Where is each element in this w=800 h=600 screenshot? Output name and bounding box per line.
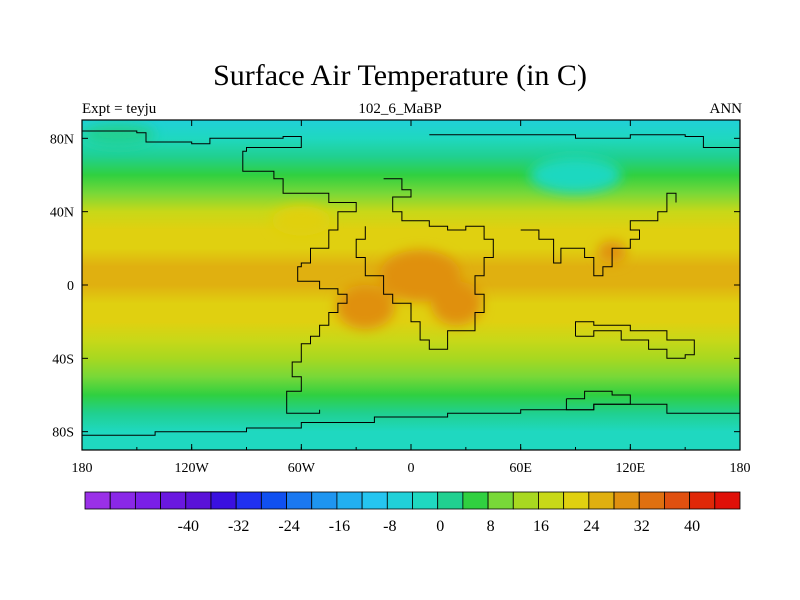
temperature-anomalies [82, 123, 627, 329]
colorbar-swatch [361, 491, 388, 510]
coastline [429, 134, 740, 153]
y-tick-label: 80N [50, 132, 74, 147]
colorbar-label: 16 [533, 518, 549, 535]
colorbar-swatch [160, 491, 187, 510]
coastline [355, 178, 494, 350]
y-tick-label: 40N [50, 206, 74, 221]
coastline [575, 321, 695, 359]
colorbar-swatch [412, 491, 439, 510]
latitude-axis: 80N 40N 0 40S 80S [50, 132, 740, 441]
colorbar-label: -8 [383, 518, 396, 535]
colorbar-swatch [588, 491, 615, 510]
coastline [82, 403, 740, 436]
colorbar-swatch [260, 491, 287, 510]
colorbar-label: 24 [583, 518, 599, 535]
colorbar-swatch [462, 491, 489, 510]
coastline [565, 390, 631, 411]
colorbar-label: -16 [329, 518, 350, 535]
longitude-axis: 180 120W 60W 0 60E 120E 180 [72, 120, 751, 476]
x-tick-label: 0 [408, 461, 415, 476]
colorbar-swatch [512, 491, 539, 510]
colorbar: -40 -32 -24 -16 -8 0 8 16 24 32 40 [84, 491, 741, 535]
temperature-hotspot [431, 281, 483, 326]
temperature-hotspot [82, 123, 156, 146]
temperature-hotspot [529, 156, 622, 194]
y-tick-label: 40S [52, 352, 74, 367]
run-label: 102_6_MaBP [358, 101, 442, 117]
colorbar-label: 32 [634, 518, 650, 535]
colorbar-swatch [487, 491, 514, 510]
y-tick-label: 0 [67, 279, 74, 294]
x-tick-label: 120E [616, 461, 646, 476]
colorbar-label: 40 [684, 518, 700, 535]
x-tick-label: 180 [72, 461, 93, 476]
colorbar-swatch [714, 491, 741, 510]
colorbar-swatch [235, 491, 262, 510]
temperature-hotspot [272, 206, 331, 236]
colorbar-label: -40 [178, 518, 199, 535]
colorbar-label: 0 [436, 518, 444, 535]
colorbar-swatch [437, 491, 464, 510]
colorbar-swatch [84, 491, 111, 510]
colorbar-swatch [538, 491, 565, 510]
colorbar-swatch [613, 491, 640, 510]
colorbar-swatch [664, 491, 691, 510]
coastlines [82, 130, 740, 436]
colorbar-swatch [689, 491, 716, 510]
colorbar-label: -32 [228, 518, 249, 535]
temperature-hotspot [336, 285, 395, 329]
x-tick-label: 120W [175, 461, 210, 476]
colorbar-swatch [185, 491, 212, 510]
colorbar-swatch [286, 491, 313, 510]
colorbar-swatch [563, 491, 590, 510]
colorbar-label: 8 [487, 518, 495, 535]
x-tick-label: 180 [730, 461, 751, 476]
colorbar-swatch [134, 491, 161, 510]
season-label: ANN [709, 101, 743, 117]
colorbar-label: -24 [278, 518, 299, 535]
temperature-field [82, 120, 740, 450]
experiment-label: Expt = teyju [82, 101, 157, 117]
colorbar-swatch [210, 491, 237, 510]
page-title: Surface Air Temperature (in C) [213, 59, 587, 92]
coastline [520, 192, 677, 277]
colorbar-swatch [638, 491, 665, 510]
colorbar-swatch [336, 491, 363, 510]
colorbar-swatch [386, 491, 413, 510]
colorbar-swatch [109, 491, 136, 510]
coastline [82, 130, 357, 414]
colorbar-swatch [311, 491, 338, 510]
x-tick-label: 60E [509, 461, 532, 476]
x-tick-label: 60W [288, 461, 316, 476]
y-tick-label: 80S [52, 426, 74, 441]
